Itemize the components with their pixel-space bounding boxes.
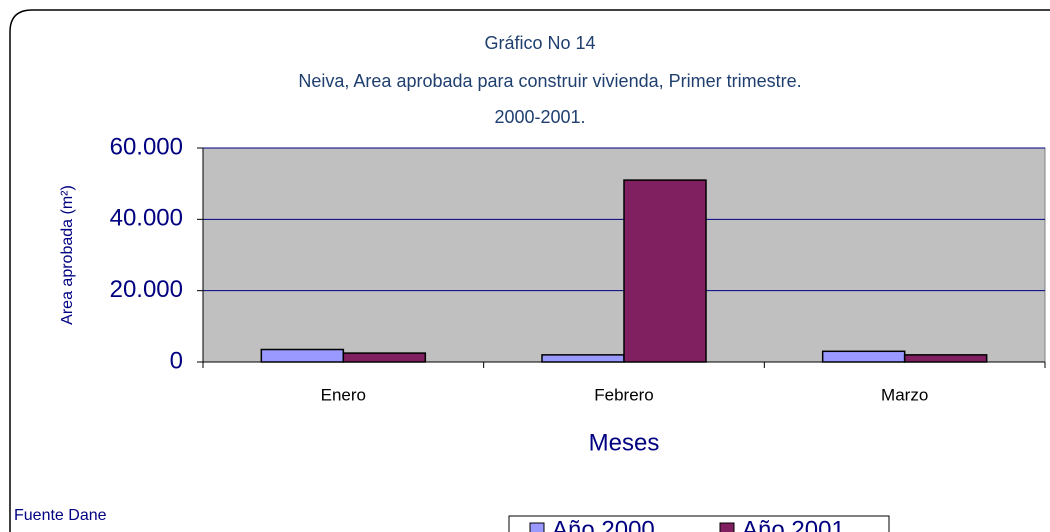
legend-label: Año 2001	[742, 516, 845, 532]
bar	[623, 179, 707, 363]
x-tick-label: Febrero	[594, 385, 654, 404]
bar	[821, 350, 906, 363]
x-tick-label: Enero	[321, 385, 366, 404]
bar	[342, 352, 427, 363]
legend-label: Año 2000	[552, 516, 655, 532]
legend-swatch	[529, 522, 545, 532]
y-tick-label: 20.000	[110, 276, 183, 303]
chart-subtitle: 2000-2001.	[494, 107, 585, 127]
y-tick-label: 40.000	[110, 205, 183, 232]
bar	[541, 354, 625, 363]
chart-title: Gráfico No 14	[484, 33, 595, 53]
y-tick-label: 0	[170, 347, 183, 374]
bar	[260, 348, 345, 363]
x-axis-title: Meses	[589, 429, 660, 456]
bar	[903, 354, 988, 363]
legend-swatch	[719, 522, 735, 532]
footnote: Fuente Dane	[14, 507, 107, 524]
chart-subtitle: Neiva, Area aprobada para construir vivi…	[298, 71, 801, 91]
frame	[9, 9, 1050, 532]
legend-box	[508, 515, 890, 532]
y-axis-title: Area aprobada (m²)	[59, 185, 76, 325]
y-tick-label: 60.000	[110, 133, 183, 160]
x-tick-label: Marzo	[881, 385, 928, 404]
